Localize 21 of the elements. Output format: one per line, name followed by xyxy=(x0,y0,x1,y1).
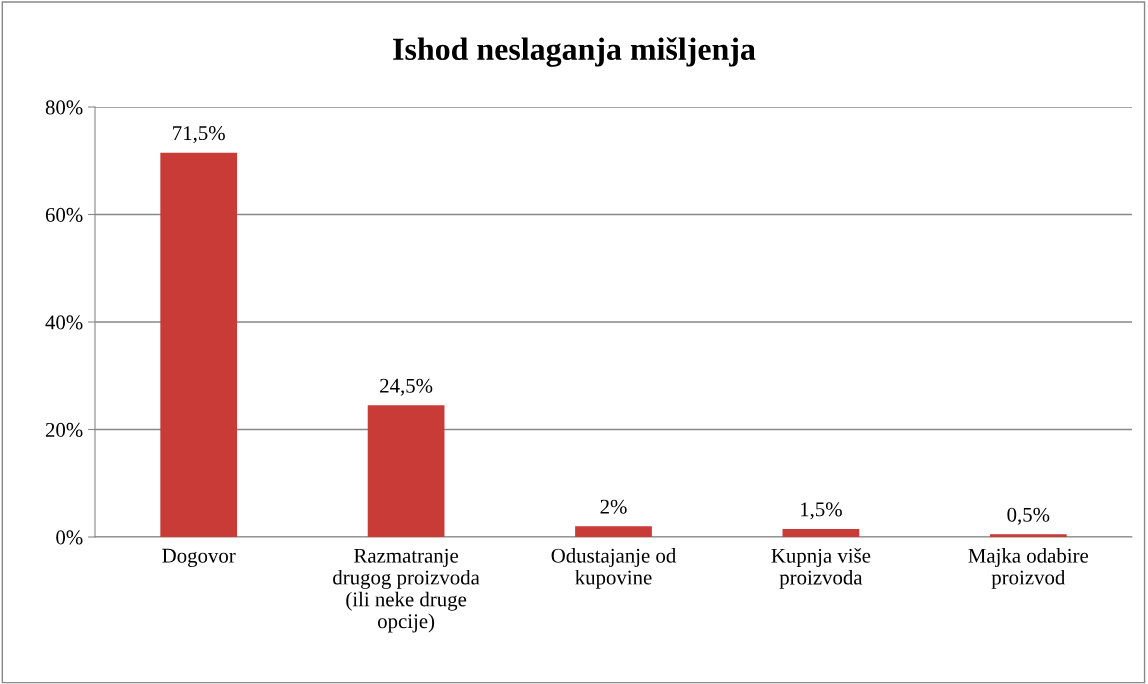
y-tick-label: 20% xyxy=(45,422,83,437)
bar xyxy=(575,526,652,537)
chart-title: Ishod neslaganja mišljenja xyxy=(393,37,756,67)
data-label: 1,5% xyxy=(801,502,842,520)
data-label: 71,5% xyxy=(173,126,225,144)
y-tick-label: 80% xyxy=(45,100,83,115)
x-tick-label: Dogovor xyxy=(162,548,236,567)
x-tick-label: Razmatranje drugog proizvoda (ili neke druge opcije) xyxy=(333,548,480,633)
data-label: 2% xyxy=(600,499,627,514)
bar xyxy=(989,534,1067,537)
bar xyxy=(160,152,238,537)
x-tick-label: Odustajanje od kupovine xyxy=(551,548,677,589)
data-label: 0,5% xyxy=(1007,507,1050,525)
data-label: 24,5% xyxy=(380,378,433,396)
x-tick-label: Majka odabire proizvod xyxy=(968,548,1089,589)
bar xyxy=(367,405,445,537)
x-tick-label: Kupnja više proizvoda xyxy=(771,548,871,589)
y-tick-label: 40% xyxy=(45,315,83,330)
bar xyxy=(782,528,860,537)
y-tick-label: 60% xyxy=(45,207,83,222)
y-tick-label: 0% xyxy=(56,530,83,545)
